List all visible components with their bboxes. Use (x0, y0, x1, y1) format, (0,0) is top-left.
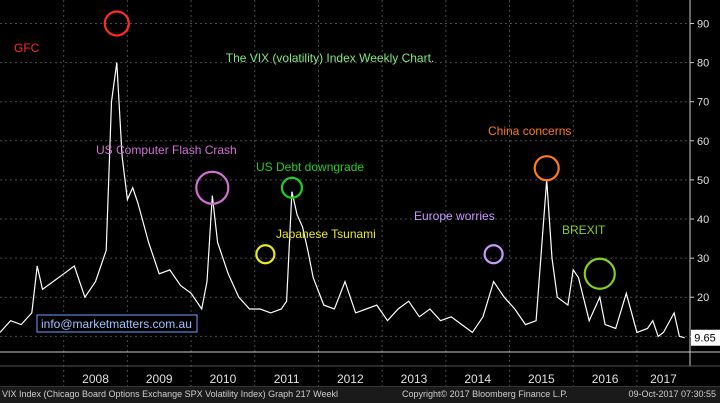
vix-series (0, 62, 685, 339)
x-tick-label: 2012 (337, 372, 364, 386)
x-tick-label: 2010 (210, 372, 237, 386)
last-value-label: 9.65 (694, 333, 715, 345)
y-tick-label: 70 (697, 97, 709, 109)
x-tick-label: 2013 (401, 372, 428, 386)
annotation-circle (280, 176, 304, 199)
x-tick-label: 2008 (82, 372, 109, 386)
annotation-circle (583, 257, 616, 290)
x-tick-label: 2009 (146, 372, 173, 386)
footer-source: VIX Index (Chicago Board Options Exchang… (2, 389, 339, 399)
last-value-box (691, 329, 720, 346)
y-tick-label: 40 (697, 214, 709, 226)
watermark: info@marketmatters.com.au (36, 314, 198, 333)
y-tick-label: 90 (697, 18, 709, 30)
vix-line (0, 62, 685, 339)
annotation-circle (195, 170, 230, 205)
x-tick-label: 2014 (464, 372, 491, 386)
annotation-label: China concerns (488, 124, 571, 138)
watermark-text: info@marketmatters.com.au (41, 317, 192, 331)
chart-title: The VIX (volatility) Index Weekly Chart. (226, 51, 435, 65)
footer-timestamp: 09-Oct-2017 07:30:55 (628, 389, 716, 399)
footer-bar: VIX Index (Chicago Board Options Exchang… (0, 386, 720, 403)
annotation-circle (483, 244, 504, 265)
annotation-label: US Computer Flash Crash (96, 143, 237, 157)
y-tick-label: 20 (697, 292, 709, 304)
y-tick-label: 50 (697, 175, 709, 187)
annotations: GFC US Computer Flash Crash US Debt downgr… (14, 10, 616, 333)
y-tick-label: 30 (697, 253, 709, 265)
x-tick-label: 2011 (274, 372, 300, 386)
annotation-label: Japanese Tsunami (276, 227, 376, 241)
annotation-label: Europe worries (414, 209, 495, 223)
axes: 1020304050607080902008200920102011201220… (0, 0, 720, 386)
annotation-label: BREXIT (562, 223, 606, 237)
y-tick-label: 80 (697, 58, 709, 70)
footer-copyright: Copyright© 2017 Bloomberg Finance L.P. (402, 389, 568, 399)
annotation-circle (533, 155, 560, 182)
annotation-circle (255, 244, 276, 265)
x-tick-label: 2017 (650, 372, 677, 386)
y-tick-label: 60 (697, 136, 709, 148)
x-tick-label: 2015 (528, 372, 555, 386)
annotation-circle (103, 10, 130, 37)
annotation-label: US Debt downgrade (256, 160, 364, 174)
x-tick-label: 2016 (592, 372, 619, 386)
annotation-label: GFC (14, 41, 40, 55)
watermark-box (36, 314, 198, 333)
